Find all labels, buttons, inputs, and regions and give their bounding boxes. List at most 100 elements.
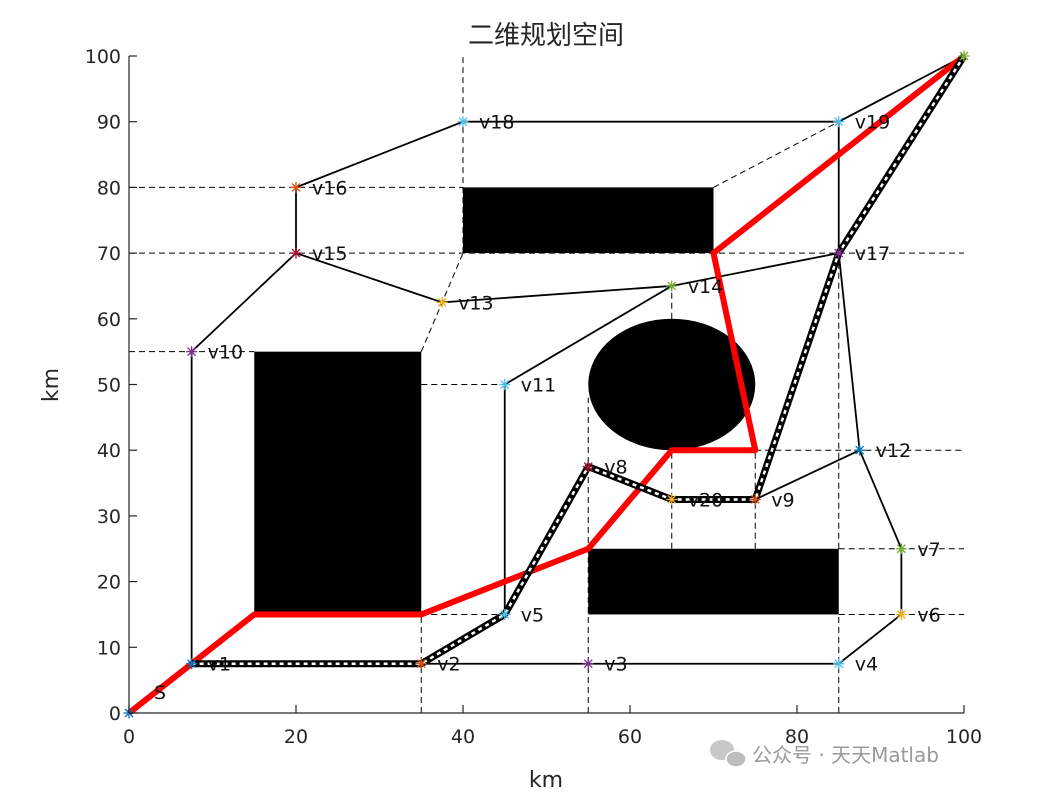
y-tick-label: 40 — [97, 440, 121, 462]
node-v12-marker — [855, 445, 865, 455]
node-v1-marker — [187, 659, 197, 669]
y-tick-label: 0 — [109, 703, 121, 725]
x-tick-label: 40 — [451, 726, 475, 748]
node-v15-marker — [291, 248, 301, 258]
initial-path-outline — [191, 54, 967, 668]
y-axis-label: km — [39, 368, 64, 402]
axes-frame: 0 20 40 60 80 100 0 10 20 30 40 50 60 70 80 90 100 — [85, 46, 982, 748]
node-v13-marker — [437, 297, 447, 307]
node-v19: v19 — [833, 112, 890, 134]
node-v8: v8 — [582, 457, 628, 479]
node-v4: v4 — [833, 654, 878, 676]
paths-layer — [127, 53, 967, 716]
node-goal — [958, 50, 970, 62]
watermark-text: 公众号 · 天天Matlab — [752, 743, 939, 767]
graph-edge-10 — [295, 120, 464, 189]
obstacles-layer — [254, 187, 839, 615]
graph-edge-2 — [838, 613, 902, 665]
x-tick-label: 0 — [123, 726, 135, 748]
node-v13-label: v13 — [458, 292, 493, 314]
node-v2-label: v2 — [437, 654, 460, 676]
y-tick-label: 20 — [97, 572, 121, 594]
node-v11-label: v11 — [521, 375, 556, 397]
node-v16-label: v16 — [312, 177, 347, 199]
nodes-layer: Sv1 v2 v3 v4 v5 v6 v7 v8 v9 v10 v11 v12 v13 v14 v15 v16… — [123, 50, 970, 719]
graph-edge-6 — [754, 449, 861, 501]
node-v3: v3 — [582, 654, 628, 676]
y-tick-label: 60 — [97, 309, 121, 331]
y-tick-label: 70 — [97, 243, 121, 265]
x-axis-label: km — [529, 768, 563, 793]
node-v5-marker — [500, 609, 510, 619]
y-tick-label: 80 — [97, 177, 121, 199]
graph-edge-14 — [295, 252, 443, 304]
initial-path-dashed — [191, 54, 967, 668]
node-v10-label: v10 — [208, 342, 243, 364]
node-v16: v16 — [290, 177, 347, 199]
node-v17-label: v17 — [855, 243, 890, 265]
node-v9: v9 — [749, 489, 795, 511]
graph-edge-15 — [442, 285, 672, 304]
node-v17-marker — [834, 248, 844, 258]
node-v6: v6 — [895, 604, 941, 626]
watermark: 公众号 · 天天Matlab — [710, 740, 939, 768]
node-v4-label: v4 — [855, 654, 878, 676]
obstacle-rect-2 — [463, 187, 714, 254]
y-tick-label: 30 — [97, 506, 121, 528]
y-tick-label: 10 — [97, 637, 121, 659]
node-v6-label: v6 — [917, 604, 940, 626]
node-v2-marker — [416, 659, 426, 669]
node-v5: v5 — [499, 604, 544, 626]
chart-title: 二维规划空间 — [468, 21, 624, 51]
node-v7: v7 — [895, 539, 941, 561]
obstacle-rect-1 — [254, 351, 422, 615]
graph-edge-12 — [191, 252, 297, 353]
y-tick-label: 90 — [97, 112, 121, 134]
node-v10: v10 — [186, 342, 243, 364]
node-v1: v1 — [186, 654, 231, 676]
x-tick-label: 80 — [785, 726, 809, 748]
node-v19-label: v19 — [855, 112, 890, 134]
node-v16-marker — [291, 182, 301, 192]
guide-line-17 — [713, 121, 839, 188]
node-v20-marker — [667, 495, 677, 504]
y-tick-label: 50 — [97, 375, 121, 397]
y-tick-label: 100 — [85, 46, 121, 68]
obstacle-rect-3 — [588, 548, 839, 615]
node-v9-label: v9 — [771, 489, 794, 511]
wechat-icon — [710, 740, 747, 768]
x-tick-label: 60 — [618, 726, 642, 748]
node-v14: v14 — [666, 276, 723, 298]
optimal-path-red — [127, 53, 966, 716]
node-v6-marker — [896, 609, 906, 619]
node-v12: v12 — [854, 440, 911, 462]
graph-edge-5 — [837, 253, 861, 451]
node-v9-marker — [750, 495, 760, 504]
node-v3-marker — [583, 659, 593, 669]
node-v14-marker — [667, 281, 677, 291]
node-goal-marker — [959, 51, 969, 61]
node-v20-label: v20 — [688, 489, 723, 511]
node-v10-marker — [187, 347, 197, 357]
node-v20: v20 — [666, 489, 723, 511]
x-tick-label: 100 — [946, 726, 982, 748]
graph-edge-8 — [671, 252, 839, 287]
node-v2: v2 — [415, 654, 461, 676]
node-v15-label: v15 — [312, 243, 347, 265]
node-v8-marker — [583, 462, 593, 472]
node-v3-label: v3 — [604, 654, 627, 676]
node-v11-marker — [500, 380, 510, 389]
node-v7-marker — [896, 544, 906, 554]
node-v18-label: v18 — [479, 112, 514, 134]
node-v18: v18 — [457, 112, 514, 134]
node-v15: v15 — [290, 243, 347, 265]
graph-edge-4 — [858, 449, 903, 550]
node-v7-label: v7 — [917, 539, 940, 561]
node-v13: v13 — [436, 292, 494, 314]
node-v5-label: v5 — [521, 604, 544, 626]
node-v19-marker — [834, 117, 844, 127]
graph-edge-16 — [504, 285, 673, 386]
node-s-label: S — [154, 682, 166, 704]
node-v1-label: v1 — [208, 654, 231, 676]
